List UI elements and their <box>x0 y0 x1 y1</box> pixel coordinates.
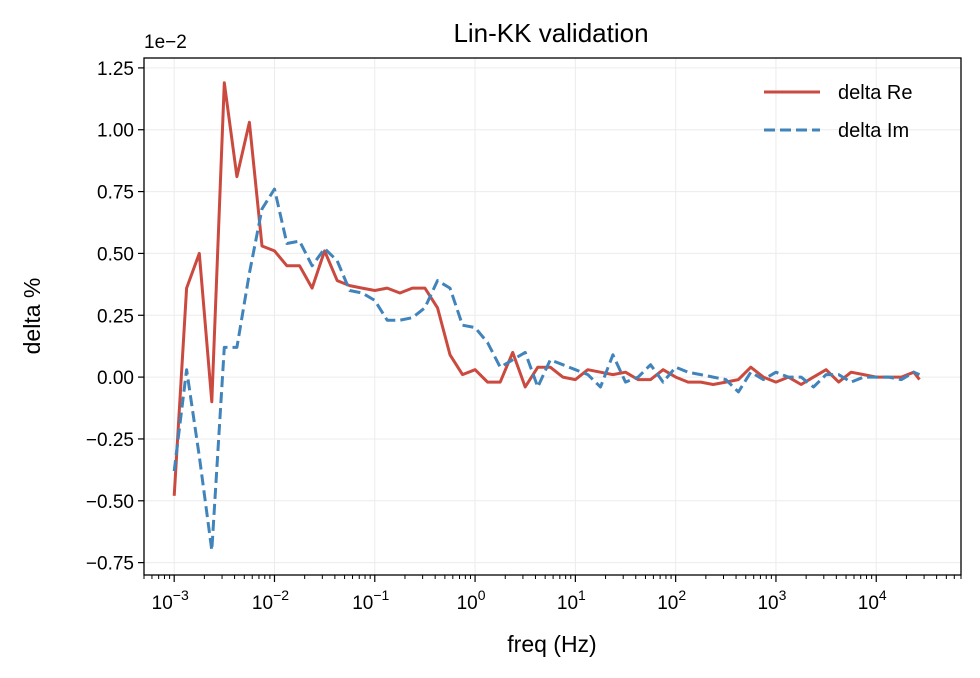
series-line <box>172 81 921 496</box>
x-tick-label: 102 <box>657 587 686 614</box>
y-tick-label: 1.00 <box>97 121 134 142</box>
x-tick-base: 10 <box>352 593 373 614</box>
x-tick-exponent: −2 <box>273 587 289 603</box>
x-tick-exponent: 4 <box>879 587 887 603</box>
x-tick-base: 10 <box>858 593 879 614</box>
x-tick-base: 10 <box>252 593 273 614</box>
x-tick-label: 101 <box>557 587 586 614</box>
x-axis-label: freq (Hz) <box>507 631 596 657</box>
legend: delta Re delta Im <box>764 82 913 142</box>
series-line <box>172 187 921 552</box>
x-tick-base: 10 <box>557 593 578 614</box>
grid <box>144 58 961 575</box>
y-tick-label: −0.50 <box>86 492 134 513</box>
chart-title: Lin-KK validation <box>453 18 648 48</box>
y-tick-label: −0.25 <box>86 430 134 451</box>
y-tick-label: 1.25 <box>97 59 134 80</box>
x-tick-label: 100 <box>457 587 486 614</box>
y-tick-label: 0.75 <box>97 183 134 204</box>
x-tick-label: 10−2 <box>252 587 289 614</box>
x-tick-exponent: 1 <box>578 587 586 603</box>
x-tick-exponent: −3 <box>173 587 189 603</box>
series-layer <box>172 81 921 552</box>
x-tick-label: 10−1 <box>352 587 389 614</box>
plot-frame <box>143 57 962 576</box>
x-tick-exponent: 3 <box>779 587 787 603</box>
legend-label: delta Im <box>838 120 909 142</box>
x-axis: 10−3 10−2 10−1 100 101 102 103 104 <box>143 575 962 614</box>
x-tick-label: 10−3 <box>152 587 189 614</box>
y-tick-label: 0.00 <box>97 368 134 389</box>
x-tick-label: 104 <box>858 587 887 614</box>
x-tick-exponent: 2 <box>678 587 686 603</box>
x-tick-base: 10 <box>757 593 778 614</box>
y-axis-label: delta % <box>19 278 45 355</box>
y-tick-label: 0.50 <box>97 244 134 265</box>
legend-label: delta Re <box>838 82 913 104</box>
x-tick-exponent: 0 <box>478 587 486 603</box>
x-tick-base: 10 <box>657 593 678 614</box>
x-tick-label: 103 <box>757 587 786 614</box>
x-tick-base: 10 <box>152 593 173 614</box>
x-tick-exponent: −1 <box>373 587 389 603</box>
x-tick-base: 10 <box>457 593 478 614</box>
y-tick-label: −0.75 <box>86 554 134 575</box>
y-tick-label: 0.25 <box>97 306 134 327</box>
y-axis: 1.25 1.00 0.75 0.50 0.25 0.00 −0.25 −0.50 −0.75 <box>86 59 144 575</box>
y-multiplier-label: 1e−2 <box>144 32 187 53</box>
